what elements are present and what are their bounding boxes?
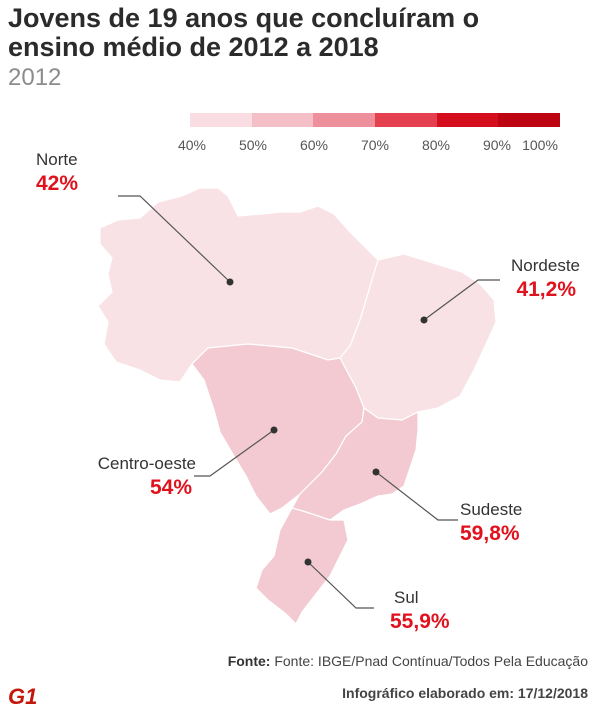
connector-lines xyxy=(118,195,500,609)
label-centro-oeste: Centro-oeste xyxy=(97,454,196,473)
legend-segment xyxy=(313,113,376,127)
legend-segment xyxy=(251,113,314,127)
label-sul: Sul xyxy=(394,588,419,607)
label-nordeste: Nordeste xyxy=(511,256,580,275)
credit-note: Infográfico elaborado em: 17/12/2018 xyxy=(342,685,588,701)
color-legend: 40% 50% 60% 70% 80% 90% 100% xyxy=(178,113,562,155)
region-markers xyxy=(226,278,428,566)
legend-tick: 40% xyxy=(177,137,207,153)
marker-sudeste xyxy=(372,468,380,476)
legend-tick: 60% xyxy=(299,137,329,153)
value-centro-oeste: 54% xyxy=(149,476,192,499)
source-text: Fonte: IBGE/Pnad Contínua/Todos Pela Edu… xyxy=(274,653,588,669)
region-sul xyxy=(255,507,349,626)
connector-sudeste xyxy=(375,471,458,521)
legend-ticks: 40% 50% 60% 70% 80% 90% 100% xyxy=(178,137,562,155)
chart-title: Jovens de 19 anos que concluíram o ensin… xyxy=(8,3,480,62)
label-sudeste: Sudeste xyxy=(460,500,523,519)
source-label: Fonte: xyxy=(227,653,271,669)
value-sul: 55,9% xyxy=(390,610,450,633)
legend-tick: 100% xyxy=(522,137,558,153)
label-norte: Norte xyxy=(36,150,78,169)
legend-segment xyxy=(498,113,561,127)
value-norte: 42% xyxy=(36,172,79,195)
legend-tick: 80% xyxy=(421,137,451,153)
legend-bar xyxy=(190,113,561,127)
region-sudeste xyxy=(291,406,419,521)
value-sudeste: 59,8% xyxy=(460,522,520,545)
g1-logo: G1 xyxy=(8,684,38,709)
connector-centro-oeste xyxy=(194,429,275,477)
marker-centro-oeste xyxy=(270,426,278,434)
legend-segment xyxy=(436,113,499,127)
source-note: Fonte: Fonte: IBGE/Pnad Contínua/Todos P… xyxy=(228,653,588,669)
connector-sul xyxy=(307,561,374,609)
chart-year: 2012 xyxy=(8,64,62,91)
legend-tick: 50% xyxy=(238,137,268,153)
legend-segment xyxy=(375,113,437,127)
connector-nordeste xyxy=(423,279,500,321)
value-nordeste: 41,2% xyxy=(516,278,576,301)
marker-sul xyxy=(304,558,312,566)
legend-tick: 70% xyxy=(360,137,390,153)
marker-nordeste xyxy=(420,316,428,324)
marker-norte xyxy=(226,278,234,286)
legend-tick: 90% xyxy=(482,137,512,153)
connector-norte xyxy=(118,195,231,283)
legend-segment xyxy=(190,113,252,127)
